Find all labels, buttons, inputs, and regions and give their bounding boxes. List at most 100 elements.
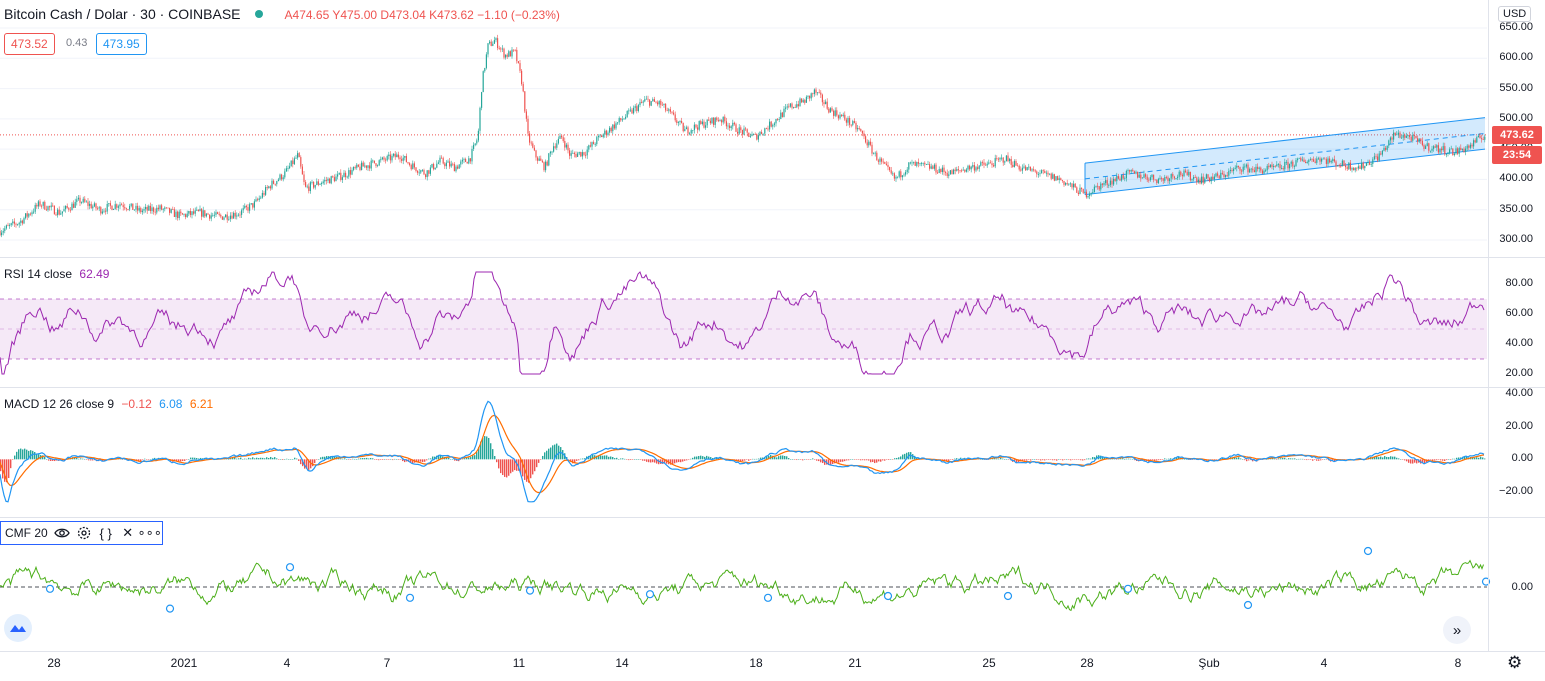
- candle-body: [1058, 178, 1060, 180]
- candle-body: [655, 101, 657, 103]
- candle-body: [609, 127, 611, 133]
- macd-chart[interactable]: [0, 388, 1545, 517]
- rsi-legend[interactable]: RSI 14 close 62.49: [4, 267, 109, 281]
- macd-histogram-bar: [520, 459, 522, 474]
- candle-body: [485, 54, 487, 68]
- macd-histogram-bar: [1372, 457, 1374, 460]
- macd-histogram-bar: [1056, 459, 1058, 461]
- pane-separator[interactable]: [0, 257, 1545, 258]
- macd-histogram-bar: [870, 459, 872, 463]
- candle-body: [1055, 176, 1057, 181]
- candle-body: [1455, 148, 1457, 154]
- macd-histogram-bar: [522, 459, 524, 477]
- scroll-to-realtime-button[interactable]: »: [1443, 616, 1471, 644]
- price-chart[interactable]: [0, 0, 1545, 257]
- candle-body: [972, 165, 974, 167]
- candle-body: [1109, 180, 1111, 186]
- macd-histogram-bar: [34, 452, 36, 460]
- candle-body: [343, 172, 345, 178]
- candle-body: [345, 172, 347, 178]
- candle-body: [970, 166, 972, 170]
- macd-histogram-bar: [176, 459, 178, 462]
- cmf-pane[interactable]: [0, 518, 1545, 651]
- macd-histogram-bar: [1464, 456, 1466, 460]
- candle-body: [87, 201, 89, 206]
- macd-histogram-bar: [26, 449, 28, 460]
- macd-histogram-bar: [1282, 458, 1284, 460]
- price-scale-separator: [1488, 0, 1489, 651]
- candle-body: [1137, 171, 1139, 178]
- candle-body: [706, 119, 708, 126]
- macd-histogram-bar: [1274, 458, 1276, 460]
- macd-histogram-bar: [574, 459, 576, 463]
- candle-body: [101, 211, 103, 214]
- candle-body: [277, 179, 279, 182]
- candle-body: [378, 160, 380, 166]
- candle-body: [909, 162, 911, 164]
- cmf-legend-toolbar[interactable]: CMF 20 { } ✕ ∘∘∘: [0, 521, 163, 545]
- macd-histogram-bar: [666, 459, 668, 464]
- candle-body: [1425, 146, 1427, 149]
- symbol-legend[interactable]: Bitcoin Cash / Dolar · 30 · COINBASE A474…: [4, 6, 560, 22]
- more-icon[interactable]: ∘∘∘: [137, 525, 162, 540]
- macd-histogram-bar: [1084, 459, 1086, 461]
- candle-body: [514, 49, 516, 51]
- pane-separator[interactable]: [0, 387, 1545, 388]
- candle-body: [337, 174, 339, 177]
- candle-body: [265, 187, 267, 195]
- macd-histogram-bar: [290, 459, 292, 460]
- macd-histogram-bar: [358, 458, 360, 460]
- bid-price-box[interactable]: 473.52: [4, 33, 55, 55]
- macd-histogram-bar: [88, 459, 90, 461]
- cmf-title[interactable]: CMF 20: [5, 526, 48, 540]
- macd-histogram-bar: [28, 450, 30, 460]
- candle-body: [1285, 161, 1287, 163]
- candle-body: [52, 205, 54, 207]
- source-code-icon[interactable]: { }: [99, 525, 112, 541]
- candle-body: [1482, 139, 1484, 140]
- macd-histogram-bar: [1438, 459, 1440, 460]
- candle-body: [1463, 148, 1465, 152]
- cmf-chart[interactable]: [0, 518, 1545, 651]
- candle-body: [1300, 157, 1302, 161]
- candle-body: [207, 213, 209, 215]
- rsi-chart[interactable]: [0, 258, 1545, 387]
- candle-body: [1402, 134, 1404, 138]
- currency-button[interactable]: USD: [1498, 6, 1532, 22]
- candle-body: [823, 102, 825, 105]
- candle-body: [775, 118, 777, 124]
- candle-body: [129, 205, 131, 210]
- main-price-pane[interactable]: [0, 0, 1545, 257]
- ask-price-box[interactable]: 473.95: [96, 33, 147, 55]
- macd-legend[interactable]: MACD 12 26 close 9 −0.12 6.08 6.21: [4, 397, 213, 411]
- macd-histogram-bar: [1408, 459, 1410, 463]
- macd-histogram-bar: [308, 459, 310, 470]
- settings-icon[interactable]: [76, 525, 92, 541]
- macd-pane[interactable]: [0, 388, 1545, 517]
- chart-settings-gear-icon[interactable]: ⚙: [1507, 653, 1523, 672]
- rsi-pane[interactable]: [0, 258, 1545, 387]
- eye-icon[interactable]: [53, 525, 70, 541]
- candle-body: [677, 122, 679, 123]
- candle-body: [161, 205, 163, 210]
- tradingview-logo-icon[interactable]: [4, 614, 32, 642]
- candle-body: [1420, 138, 1422, 141]
- candle-body: [1013, 161, 1015, 168]
- symbol-title[interactable]: Bitcoin Cash / Dolar · 30 · COINBASE: [4, 6, 241, 22]
- candle-body: [535, 150, 537, 158]
- candle-body: [380, 159, 382, 161]
- candle-body: [1026, 167, 1028, 171]
- macd-histogram-bar: [812, 458, 814, 460]
- candle-body: [1215, 173, 1217, 177]
- macd-histogram-bar: [634, 459, 636, 460]
- close-icon[interactable]: ✕: [122, 525, 134, 540]
- candle-body: [716, 117, 718, 121]
- candle-body: [199, 208, 201, 212]
- candle-body: [1050, 173, 1052, 179]
- pane-separator[interactable]: [0, 517, 1545, 518]
- spread-value: 0.43: [66, 37, 88, 49]
- candle-body: [546, 161, 548, 166]
- macd-axis-label: 40.00: [1505, 387, 1533, 399]
- macd-histogram-bar: [462, 458, 464, 460]
- candle-body: [394, 153, 396, 158]
